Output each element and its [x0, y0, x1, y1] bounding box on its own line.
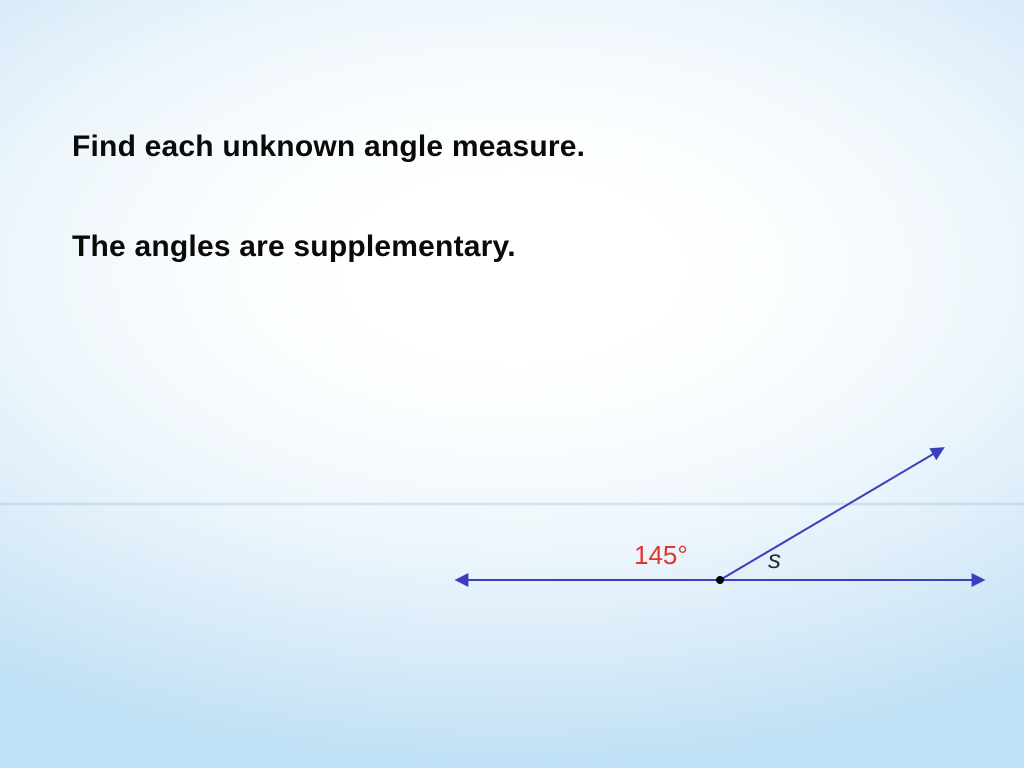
vertex-point	[716, 576, 724, 584]
diagram-svg	[440, 420, 1000, 660]
heading-instruction: Find each unknown angle measure.	[72, 130, 585, 164]
label-known-angle: 145°	[634, 540, 688, 571]
ray-upper	[720, 450, 940, 580]
label-unknown-angle: s	[768, 544, 781, 575]
angle-diagram: 145° s	[440, 420, 1000, 660]
heading-supplementary: The angles are supplementary.	[72, 230, 516, 264]
